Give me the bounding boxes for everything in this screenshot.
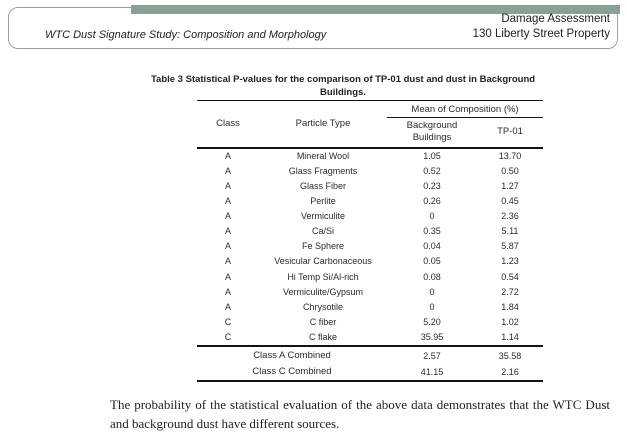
table-summary: Class A Combined 2.57 35.58 Class C Combine… [197, 345, 543, 381]
col-header-background-buildings: Background Buildings [387, 117, 477, 149]
tp01-value-cell: 1.02 [501, 316, 519, 327]
class-cell: A [224, 180, 231, 191]
table-row: A Fe Sphere 0.04 5.87 [197, 239, 543, 254]
background-value-cell: 0.04 [423, 241, 441, 252]
class-cell: A [224, 286, 231, 297]
header-right-line1: Damage Assessment [501, 13, 610, 25]
header-right-line2: 130 Liberty Street Property [472, 27, 610, 40]
class-cell: C [224, 316, 232, 327]
table-row: A Ca/Si 0.35 5.11 [197, 224, 543, 239]
summary-tp01-cell: 35.58 [477, 345, 543, 365]
summary-row: Class C Combined 41.15 2.16 [197, 364, 543, 381]
conclusion-paragraph: The probability of the statistical evalu… [110, 397, 610, 431]
class-cell: A [224, 241, 231, 252]
table-row: A Chrysotile 0 1.84 [197, 300, 543, 315]
class-cell: A [224, 271, 231, 282]
particle-cell: Vesicular Carbonaceous [274, 256, 372, 267]
background-value-cell: 35.95 [420, 332, 444, 343]
table-row: A Vermiculite 0 2.36 [197, 209, 543, 224]
background-value-cell: 0.52 [423, 165, 441, 176]
table-caption-line1: Table 3 Statistical P-values for the com… [150, 74, 536, 85]
background-value-cell: 0.23 [423, 180, 441, 191]
class-cell: A [224, 226, 231, 237]
tp01-value-cell: 1.23 [501, 256, 519, 267]
summary-background-cell: 41.15 [420, 367, 444, 378]
background-value-cell: 0 [429, 286, 435, 297]
col-header-mean-composition: Mean of Composition (%) [387, 100, 543, 118]
background-value-cell: 0.08 [423, 271, 441, 282]
particle-cell: Fe Sphere [301, 241, 345, 252]
particle-cell: Glass Fiber [299, 180, 346, 191]
background-value-cell: 0.35 [423, 226, 441, 237]
particle-cell: Hi Temp Si/Al-rich [287, 271, 359, 282]
class-cell: A [224, 210, 231, 221]
table-row: A Hi Temp Si/Al-rich 0.08 0.54 [197, 269, 543, 284]
header-accent-bar [131, 5, 620, 14]
particle-cell: Perlite [310, 195, 336, 206]
tp01-value-cell: 0.54 [501, 271, 519, 282]
background-value-cell: 1.05 [423, 150, 441, 161]
tp01-value-cell: 5.11 [501, 226, 519, 237]
background-value-cell: 5.20 [423, 316, 441, 327]
particle-cell: Ca/Si [311, 226, 334, 237]
col-header-class: Class [197, 100, 259, 149]
summary-row: Class A Combined 2.57 35.58 [197, 345, 543, 365]
table-row: A Vesicular Carbonaceous 0.05 1.23 [197, 254, 543, 269]
background-value-cell: 0.05 [423, 256, 441, 267]
table-row: C C fiber 5.20 1.02 [197, 315, 543, 330]
class-cell: A [224, 301, 231, 312]
table-row: A Vermiculite/Gypsum 0 2.72 [197, 285, 543, 300]
table-row: A Glass Fragments 0.52 0.50 [197, 164, 543, 179]
particle-cell: Vermiculite [300, 210, 345, 221]
col-header-tp01: TP-01 [477, 117, 543, 149]
summary-label-cell: Class C Combined [252, 366, 332, 378]
tp01-value-cell: 0.50 [501, 165, 519, 176]
tp01-value-cell: 0.45 [501, 195, 519, 206]
tp01-value-cell: 13.70 [498, 150, 522, 161]
tp01-value-cell: 2.72 [501, 286, 519, 297]
class-cell: A [224, 165, 231, 176]
background-value-cell: 0.26 [423, 195, 441, 206]
table-body: A Mineral Wool 1.05 13.70 A Glass Fragments 0.… [197, 148, 543, 347]
particle-cell: Vermiculite/Gypsum [282, 286, 364, 297]
tp01-value-cell: 1.14 [501, 332, 519, 343]
summary-background-cell: 2.57 [387, 345, 477, 365]
background-value-cell: 0 [429, 210, 435, 221]
particle-cell: Chrysotile [302, 301, 343, 312]
summary-label-cell: Class A Combined [197, 345, 387, 365]
col-header-particle-type: Particle Type [259, 100, 387, 149]
table-row: A Perlite 0.26 0.45 [197, 194, 543, 209]
table-caption-line2: Buildings. [320, 86, 366, 98]
document-title: WTC Dust Signature Study: Composition an… [45, 29, 327, 41]
particle-cell: Glass Fragments [288, 165, 358, 176]
particle-cell: Mineral Wool [296, 150, 350, 161]
tp01-value-cell: 5.87 [501, 241, 519, 252]
table-header: Class Particle Type Mean of Composition … [197, 100, 543, 149]
particle-cell: C fiber [309, 316, 337, 327]
tp01-value-cell: 1.27 [501, 180, 519, 191]
class-cell: A [224, 256, 231, 267]
table-caption: Table 3 Statistical P-values for the com… [115, 74, 571, 99]
summary-tp01-cell: 2.16 [501, 367, 519, 378]
particle-cell: C flake [308, 332, 337, 343]
table-row: C C flake 35.95 1.14 [197, 330, 543, 346]
tp01-value-cell: 1.84 [501, 301, 519, 312]
class-cell: A [224, 150, 231, 161]
header-right-block: Damage Assessment 130 Liberty Street Pro… [473, 12, 610, 41]
class-cell: A [224, 195, 231, 206]
table-row: A Mineral Wool 1.05 13.70 [197, 148, 543, 164]
pvalues-table: Class Particle Type Mean of Composition … [197, 100, 543, 383]
tp01-value-cell: 2.36 [501, 210, 519, 221]
class-cell: C [224, 332, 232, 343]
background-value-cell: 0 [429, 301, 435, 312]
table-row: A Glass Fiber 0.23 1.27 [197, 179, 543, 194]
